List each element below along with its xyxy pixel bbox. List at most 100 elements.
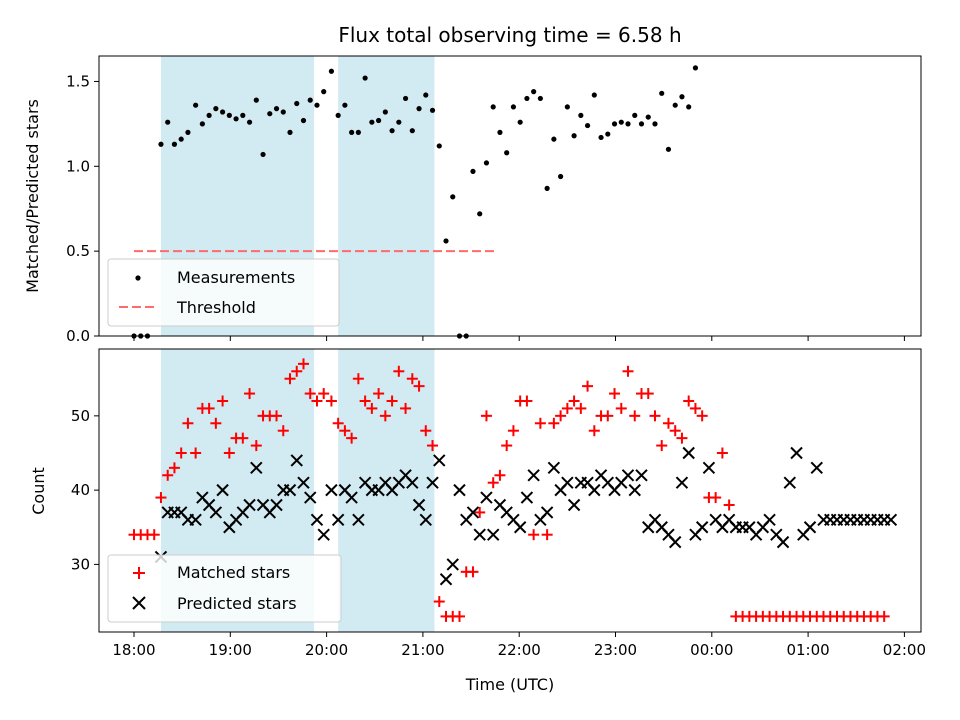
- measurement-point: [632, 112, 638, 118]
- measurement-point: [510, 104, 517, 110]
- x-tick-label: 00:00: [690, 641, 733, 659]
- predicted-star-point: [345, 491, 358, 504]
- measurement-point: [672, 102, 678, 108]
- measurement-point: [206, 112, 212, 118]
- legend-matched-marker: [133, 567, 145, 579]
- measurement-point: [396, 119, 402, 125]
- measurement-point: [551, 136, 557, 142]
- predicted-star-point: [668, 535, 682, 549]
- x-tick-label: 02:00: [883, 641, 926, 659]
- x-tick-label: 01:00: [786, 641, 829, 659]
- observing-interval-shade: [338, 349, 435, 632]
- matched-star-point: [662, 417, 674, 429]
- matched-star-point: [237, 432, 249, 444]
- matched-star-point: [528, 529, 540, 541]
- measurement-point: [362, 75, 368, 81]
- measurement-point: [645, 114, 651, 120]
- measurement-point: [321, 89, 327, 95]
- matched-star-point: [480, 410, 492, 422]
- observing-interval-shade: [338, 56, 435, 336]
- measurement-point: [564, 104, 570, 110]
- matched-star-point: [148, 529, 160, 541]
- predicted-star-point: [621, 469, 635, 482]
- matched-star-point: [175, 447, 187, 459]
- measurement-point: [686, 104, 692, 110]
- measurement-point: [165, 119, 171, 125]
- y-tick-label: 1.0: [66, 157, 90, 175]
- predicted-star-point: [803, 521, 817, 534]
- predicted-star-point: [304, 491, 317, 504]
- matched-star-point: [359, 395, 371, 407]
- predicted-star-point: [406, 476, 419, 489]
- x-tick-label: 18:00: [112, 641, 155, 659]
- x-tick-label: 21:00: [401, 641, 444, 659]
- x-tick-label: 20:00: [305, 641, 348, 659]
- legend-predicted-marker: [132, 596, 146, 610]
- measurement-point: [659, 90, 665, 96]
- predicted-star-point: [189, 513, 202, 527]
- measurement-point: [477, 211, 483, 217]
- matched-star-point: [297, 358, 309, 370]
- matched-star-point: [696, 410, 708, 422]
- measurement-point: [171, 141, 178, 147]
- matched-star-point: [582, 380, 594, 392]
- measurement-point: [638, 121, 645, 127]
- matched-star-point: [487, 477, 499, 489]
- measurement-point: [692, 65, 699, 71]
- predicted-star-point: [763, 513, 776, 527]
- measurement-point: [429, 107, 436, 113]
- matched-star-point: [548, 417, 560, 429]
- y-tick-label: 30: [71, 555, 90, 573]
- matched-star-point: [507, 425, 519, 437]
- predicted-star-point: [412, 498, 426, 512]
- measurement-point: [584, 122, 591, 129]
- predicted-star-point: [628, 483, 641, 497]
- y-tick-label: 50: [71, 407, 90, 425]
- measurement-point: [193, 102, 199, 108]
- matched-star-point: [689, 402, 701, 414]
- matched-star-point: [277, 425, 289, 437]
- top-legend-box: [107, 258, 340, 327]
- matched-star-point: [250, 440, 262, 452]
- predicted-star-point: [331, 513, 345, 527]
- chart-title: Flux total observing time = 6.58 h: [338, 23, 681, 47]
- matched-star-point: [284, 373, 296, 385]
- predicted-star-point: [675, 476, 689, 489]
- matched-star-point: [453, 610, 465, 622]
- matched-star-point: [615, 402, 627, 414]
- measurement-point: [605, 131, 611, 137]
- measurement-point: [423, 92, 429, 98]
- matched-star-point: [210, 417, 222, 429]
- x-tick-label: 19:00: [209, 641, 252, 659]
- measurement-point: [652, 121, 658, 127]
- measurement-point: [611, 121, 618, 127]
- measurement-point: [199, 121, 205, 127]
- predicted-star-point: [466, 506, 480, 519]
- x-tick-label: 22:00: [498, 641, 541, 659]
- matched-star-point: [723, 499, 735, 511]
- measurement-point: [665, 146, 672, 152]
- predicted-star-point: [561, 476, 574, 489]
- matched-star-point: [366, 402, 378, 414]
- measurement-point: [240, 112, 246, 118]
- matched-star-point: [669, 425, 681, 437]
- matched-star-point: [629, 410, 641, 422]
- measurement-point: [158, 141, 164, 147]
- matched-star-point: [318, 388, 330, 400]
- predicted-star-point: [310, 513, 324, 527]
- predicted-star-point: [446, 558, 459, 571]
- measurement-point: [436, 143, 442, 149]
- predicted-star-point: [433, 454, 446, 467]
- measurement-point: [307, 97, 313, 103]
- measurement-point: [450, 194, 456, 200]
- predicted-star-point: [352, 513, 365, 527]
- measurement-point: [483, 160, 490, 166]
- predicted-star-point: [783, 476, 797, 489]
- matched-star-point: [162, 469, 174, 481]
- measurement-point: [328, 68, 335, 74]
- matched-star-point: [427, 440, 439, 452]
- matched-star-point: [676, 432, 688, 444]
- measurement-point: [369, 119, 375, 125]
- predicted-star-point: [216, 483, 229, 497]
